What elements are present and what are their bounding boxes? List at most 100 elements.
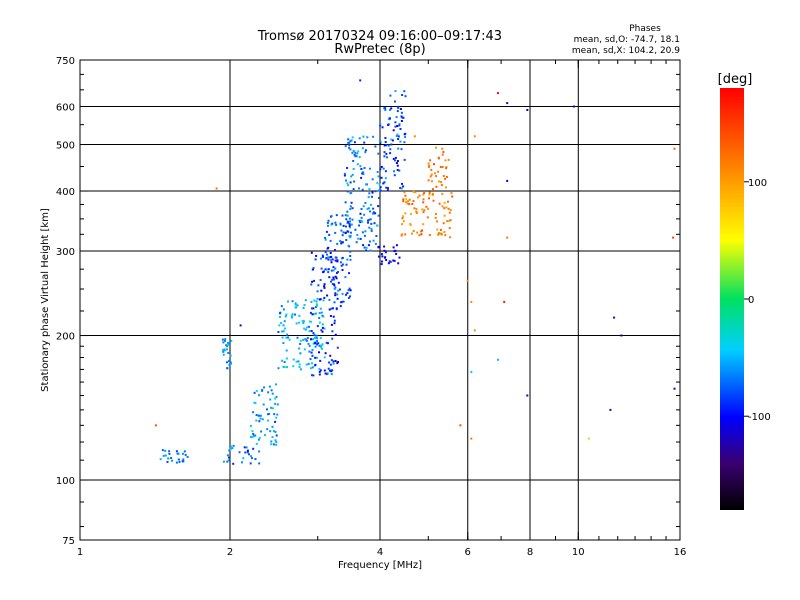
data-point bbox=[340, 242, 343, 245]
data-point bbox=[251, 430, 254, 433]
data-point bbox=[332, 360, 335, 363]
data-point bbox=[354, 151, 357, 154]
data-point bbox=[379, 189, 382, 192]
data-point bbox=[275, 441, 278, 443]
data-point bbox=[298, 347, 301, 350]
data-point bbox=[312, 342, 315, 345]
data-point bbox=[362, 205, 365, 208]
data-point bbox=[228, 449, 231, 452]
data-point bbox=[318, 367, 321, 370]
data-point bbox=[347, 138, 350, 141]
data-point bbox=[314, 258, 317, 261]
data-point bbox=[428, 191, 431, 194]
data-point bbox=[285, 349, 288, 352]
data-point bbox=[294, 313, 296, 316]
data-point bbox=[360, 168, 363, 170]
data-point bbox=[372, 212, 374, 215]
data-point bbox=[275, 443, 278, 446]
data-point bbox=[270, 443, 273, 446]
data-point bbox=[257, 414, 260, 417]
data-point bbox=[330, 323, 333, 326]
data-point bbox=[357, 237, 360, 240]
data-point bbox=[408, 198, 411, 201]
data-point bbox=[319, 279, 322, 281]
phase-colorbar: [deg] 100 0 -100 bbox=[718, 72, 771, 510]
data-point bbox=[258, 437, 261, 439]
data-point bbox=[368, 192, 371, 195]
data-point bbox=[296, 336, 299, 339]
data-point bbox=[226, 343, 229, 346]
data-point bbox=[379, 141, 382, 144]
data-point bbox=[347, 184, 350, 187]
data-point bbox=[403, 133, 406, 136]
data-point bbox=[317, 284, 320, 287]
data-point bbox=[350, 175, 353, 178]
data-point bbox=[384, 141, 387, 143]
data-point bbox=[673, 147, 676, 150]
data-point bbox=[426, 216, 429, 219]
data-point bbox=[319, 359, 322, 362]
data-point bbox=[253, 401, 256, 404]
data-point bbox=[384, 251, 387, 254]
data-point bbox=[230, 339, 233, 342]
data-point bbox=[391, 139, 394, 142]
data-point bbox=[279, 316, 281, 318]
data-point bbox=[497, 92, 499, 95]
data-point bbox=[334, 231, 337, 234]
data-point bbox=[324, 251, 327, 254]
data-point bbox=[258, 420, 261, 423]
data-point bbox=[418, 194, 421, 197]
data-point bbox=[334, 249, 336, 251]
data-point bbox=[442, 151, 445, 153]
data-point bbox=[171, 459, 174, 462]
data-point bbox=[321, 323, 324, 326]
data-point bbox=[329, 252, 332, 254]
data-point bbox=[404, 136, 407, 139]
data-point bbox=[241, 461, 243, 464]
data-point bbox=[411, 232, 414, 235]
data-point bbox=[313, 313, 316, 316]
data-point bbox=[311, 349, 314, 351]
data-point bbox=[299, 368, 302, 371]
data-point bbox=[352, 167, 355, 170]
data-point bbox=[311, 354, 314, 357]
data-point bbox=[433, 163, 435, 166]
data-point bbox=[284, 315, 287, 318]
data-point bbox=[319, 307, 322, 310]
data-point bbox=[335, 223, 338, 226]
data-point bbox=[280, 305, 283, 308]
data-point bbox=[346, 214, 349, 217]
data-point bbox=[331, 283, 334, 285]
data-point bbox=[466, 279, 469, 282]
data-point bbox=[312, 267, 315, 269]
colorbar-label: [deg] bbox=[718, 72, 753, 87]
data-point bbox=[379, 139, 381, 142]
data-point bbox=[267, 419, 269, 422]
data-point bbox=[390, 107, 393, 110]
data-point bbox=[349, 255, 352, 257]
data-point bbox=[382, 182, 385, 185]
data-point bbox=[304, 299, 307, 302]
data-point bbox=[445, 167, 448, 170]
data-point bbox=[294, 306, 297, 309]
data-point bbox=[359, 221, 362, 224]
data-point bbox=[444, 159, 447, 162]
data-point bbox=[323, 285, 326, 288]
data-point bbox=[333, 301, 336, 304]
data-point bbox=[400, 148, 403, 151]
data-point bbox=[316, 356, 319, 359]
data-point bbox=[349, 250, 352, 253]
data-point bbox=[178, 458, 180, 461]
data-point bbox=[405, 198, 408, 201]
data-point bbox=[331, 307, 334, 310]
data-point bbox=[394, 156, 397, 159]
data-point bbox=[352, 188, 355, 191]
data-point bbox=[316, 340, 318, 343]
data-point bbox=[334, 256, 337, 259]
data-point bbox=[346, 220, 349, 223]
data-point bbox=[239, 324, 242, 327]
data-point bbox=[317, 342, 320, 345]
data-point bbox=[402, 185, 405, 188]
data-point bbox=[328, 308, 331, 311]
data-point bbox=[379, 186, 382, 189]
